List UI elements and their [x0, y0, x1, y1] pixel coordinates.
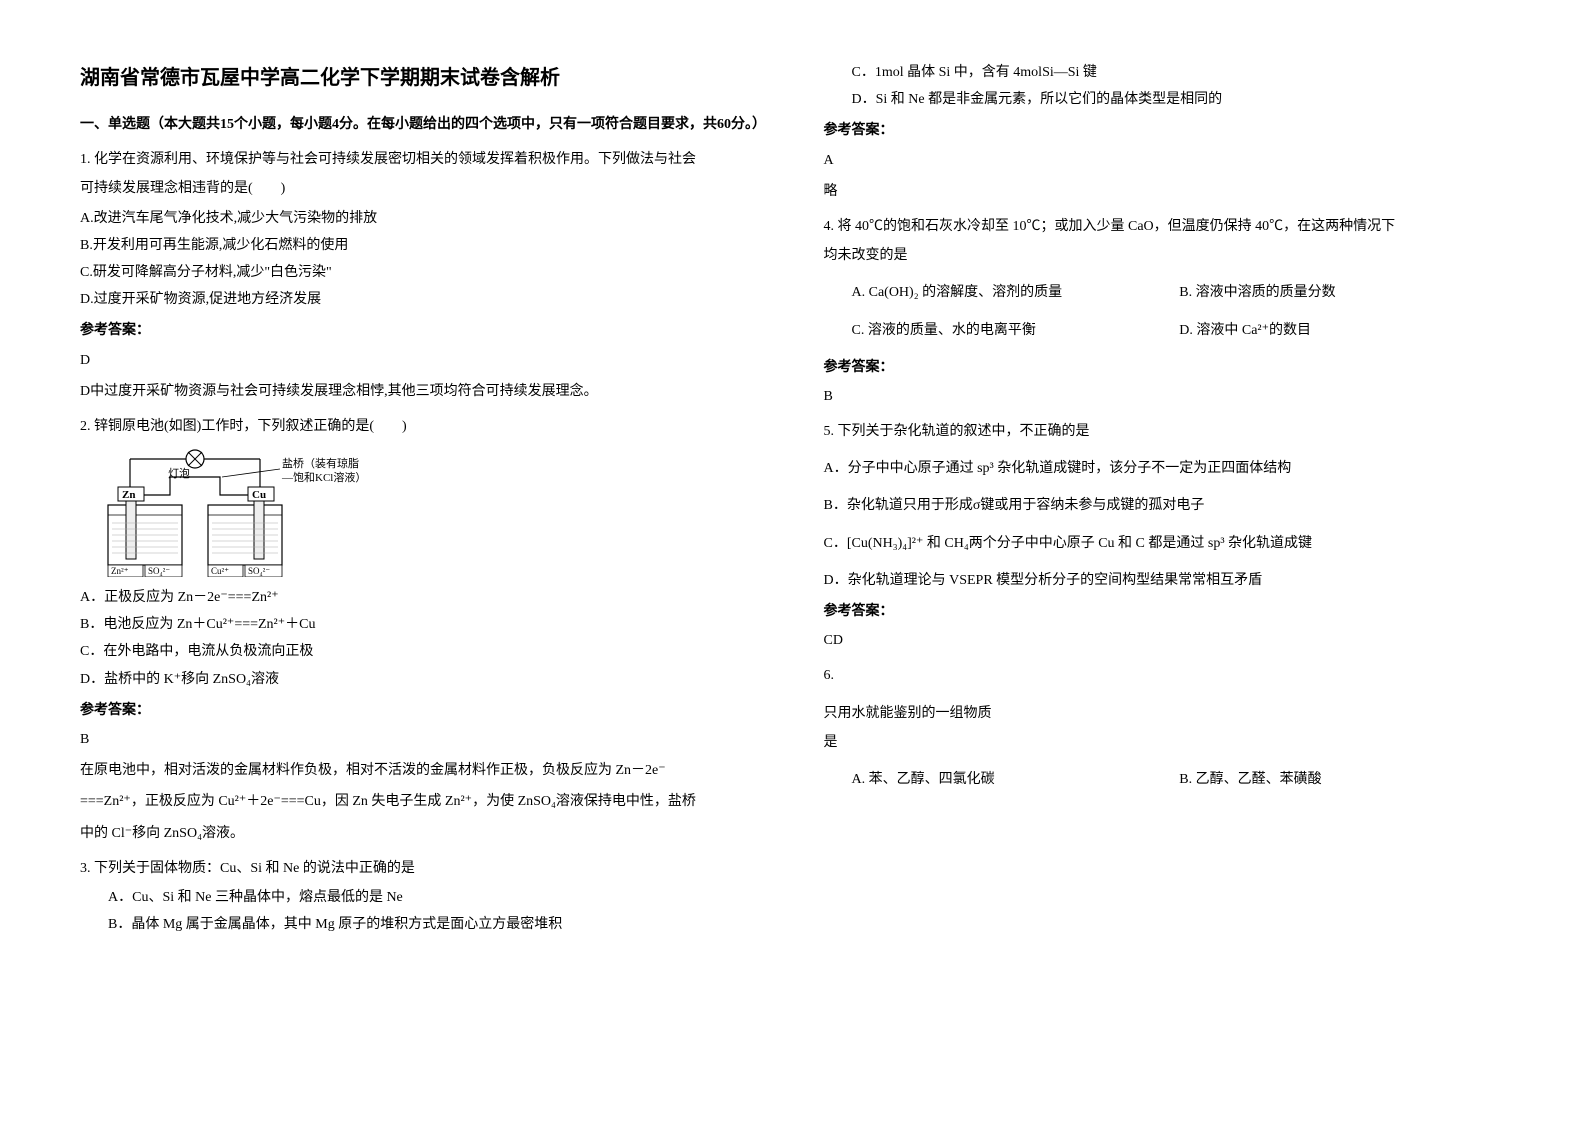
q1-answer-label: 参考答案： — [80, 318, 764, 343]
q2-diagram: 灯泡 Zn Cu 盐桥（装有琼脂 —饱和KCl溶液） — [100, 447, 764, 577]
q4-answer-label: 参考答案： — [824, 355, 1508, 380]
q1-text-line1: 1. 化学在资源利用、环境保护等与社会可持续发展密切相关的领域发挥着积极作用。下… — [80, 147, 764, 172]
question-3: 3. 下列关于固体物质：Cu、Si 和 Ne 的说法中正确的是 A．Cu、Si … — [80, 856, 764, 938]
q2-answer: B — [80, 727, 764, 752]
zn-label: Zn — [122, 489, 135, 501]
q2-option-b: B．电池反应为 Zn＋Cu²⁺===Zn²⁺＋Cu — [80, 612, 764, 637]
q1-text-line2: 可持续发展理念相违背的是( ) — [80, 176, 764, 201]
cu-label: Cu — [252, 489, 266, 501]
question-2: 2. 锌铜原电池(如图)工作时，下列叙述正确的是( ) 灯泡 Zn — [80, 414, 764, 846]
q3-text: 3. 下列关于固体物质：Cu、Si 和 Ne 的说法中正确的是 — [80, 856, 764, 881]
q2-option-d: D．盐桥中的 K⁺移向 ZnSO₄溶液 — [80, 667, 764, 692]
q1-explain: D中过度开采矿物资源与社会可持续发展理念相悖,其他三项均符合可持续发展理念。 — [80, 379, 764, 404]
q4-option-c: C. 溶液的质量、水的电离平衡 — [852, 318, 1180, 343]
q1-option-a: A.改进汽车尾气净化技术,减少大气污染物的排放 — [80, 206, 764, 231]
q2-explain-2: ===Zn²⁺，正极反应为 Cu²⁺＋2e⁻===Cu，因 Zn 失电子生成 Z… — [80, 789, 764, 814]
q3-option-d: D．Si 和 Ne 都是非金属元素，所以它们的晶体类型是相同的 — [852, 87, 1508, 112]
q5-option-d: D．杂化轨道理论与 VSEPR 模型分析分子的空间构型结果常常相互矛盾 — [824, 568, 1508, 593]
q1-answer: D — [80, 348, 764, 373]
zn2-label: Zn²⁺ — [111, 566, 129, 576]
section-header: 一、单选题（本大题共15个小题，每小题4分。在每小题给出的四个选项中，只有一项符… — [80, 112, 764, 137]
q4-row-cd: C. 溶液的质量、水的电离平衡 D. 溶液中 Ca²⁺的数目 — [852, 318, 1508, 343]
q3-note: 略 — [824, 179, 1508, 204]
q2-option-a: A．正极反应为 Zn－2e⁻===Zn²⁺ — [80, 585, 764, 610]
q5-option-c: C．[Cu(NH₃)₄]²⁺ 和 CH₄两个分子中中心原子 Cu 和 C 都是通… — [824, 531, 1508, 556]
lamp-label: 灯泡 — [168, 466, 190, 480]
q1-option-b: B.开发利用可再生能源,减少化石燃料的使用 — [80, 233, 764, 258]
exam-page: 湖南省常德市瓦屋中学高二化学下学期期末试卷含解析 一、单选题（本大题共15个小题… — [80, 60, 1507, 947]
q4-option-d: D. 溶液中 Ca²⁺的数目 — [1179, 318, 1507, 343]
q6-text: 6. — [824, 663, 1508, 688]
q3-option-c: C．1mol 晶体 Si 中，含有 4molSi—Si 键 — [852, 60, 1508, 85]
question-6: 6. 只用水就能鉴别的一组物质 是 A. 苯、乙醇、四氯化碳 B. 乙醇、乙醛、… — [824, 663, 1508, 792]
q4-answer: B — [824, 384, 1508, 409]
q5-answer-label: 参考答案： — [824, 599, 1508, 624]
q2-option-c: C．在外电路中，电流从负极流向正极 — [80, 639, 764, 664]
q6-option-a: A. 苯、乙醇、四氯化碳 — [852, 767, 1180, 792]
left-column: 湖南省常德市瓦屋中学高二化学下学期期末试卷含解析 一、单选题（本大题共15个小题… — [80, 60, 764, 947]
so4-2-label: SO₄²⁻ — [248, 566, 270, 576]
q5-answer: CD — [824, 628, 1508, 653]
q4-option-b: B. 溶液中溶质的质量分数 — [1179, 280, 1507, 305]
q6-row-ab: A. 苯、乙醇、四氯化碳 B. 乙醇、乙醛、苯磺酸 — [852, 767, 1508, 792]
q5-option-b: B．杂化轨道只用于形成σ键或用于容纳未参与成键的孤对电子 — [824, 493, 1508, 518]
saltbridge-label-2: —饱和KCl溶液） — [281, 470, 360, 484]
question-3-cont: C．1mol 晶体 Si 中，含有 4molSi—Si 键 D．Si 和 Ne … — [824, 60, 1508, 204]
exam-title: 湖南省常德市瓦屋中学高二化学下学期期末试卷含解析 — [80, 60, 764, 96]
question-5: 5. 下列关于杂化轨道的叙述中，不正确的是 A．分子中中心原子通过 sp³ 杂化… — [824, 419, 1508, 653]
question-1: 1. 化学在资源利用、环境保护等与社会可持续发展密切相关的领域发挥着积极作用。下… — [80, 147, 764, 404]
q6-text2: 只用水就能鉴别的一组物质 — [824, 701, 1508, 726]
cu2-label: Cu²⁺ — [211, 566, 229, 576]
so4-1-label: SO₄²⁻ — [148, 566, 170, 576]
q3-answer: A — [824, 148, 1508, 173]
q6-text3: 是 — [824, 730, 1508, 755]
q6-option-b: B. 乙醇、乙醛、苯磺酸 — [1179, 767, 1507, 792]
q4-row-ab: A. Ca(OH)₂ 的溶解度、溶剂的质量 B. 溶液中溶质的质量分数 — [852, 280, 1508, 305]
q1-option-c: C.研发可降解高分子材料,减少"白色污染" — [80, 260, 764, 285]
q5-text: 5. 下列关于杂化轨道的叙述中，不正确的是 — [824, 419, 1508, 444]
q4-text-2: 均未改变的是 — [824, 243, 1508, 268]
q2-explain-1: 在原电池中，相对活泼的金属材料作负极，相对不活泼的金属材料作正极，负极反应为 Z… — [80, 758, 764, 783]
question-4: 4. 将 40℃的饱和石灰水冷却至 10℃；或加入少量 CaO，但温度仍保持 4… — [824, 214, 1508, 409]
q2-explain-3: 中的 Cl⁻移向 ZnSO₄溶液。 — [80, 821, 764, 846]
q3-answer-label: 参考答案： — [824, 118, 1508, 143]
q3-option-a: A．Cu、Si 和 Ne 三种晶体中，熔点最低的是 Ne — [108, 885, 764, 910]
right-column: C．1mol 晶体 Si 中，含有 4molSi—Si 键 D．Si 和 Ne … — [824, 60, 1508, 947]
q4-text-1: 4. 将 40℃的饱和石灰水冷却至 10℃；或加入少量 CaO，但温度仍保持 4… — [824, 214, 1508, 239]
q1-option-d: D.过度开采矿物资源,促进地方经济发展 — [80, 287, 764, 312]
q2-text: 2. 锌铜原电池(如图)工作时，下列叙述正确的是( ) — [80, 414, 764, 439]
q3-option-b: B．晶体 Mg 属于金属晶体，其中 Mg 原子的堆积方式是面心立方最密堆积 — [108, 912, 764, 937]
q5-option-a: A．分子中中心原子通过 sp³ 杂化轨道成键时，该分子不一定为正四面体结构 — [824, 456, 1508, 481]
q4-option-a: A. Ca(OH)₂ 的溶解度、溶剂的质量 — [852, 280, 1180, 305]
cell-diagram-svg: 灯泡 Zn Cu 盐桥（装有琼脂 —饱和KCl溶液） — [100, 447, 360, 577]
saltbridge-label-1: 盐桥（装有琼脂 — [282, 456, 359, 470]
q2-answer-label: 参考答案： — [80, 698, 764, 723]
